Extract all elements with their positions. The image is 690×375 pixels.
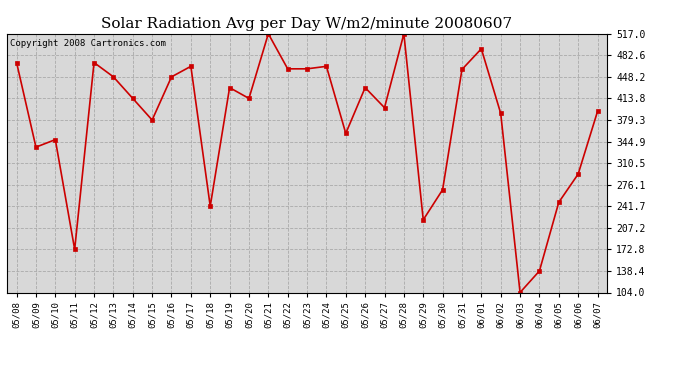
Title: Solar Radiation Avg per Day W/m2/minute 20080607: Solar Radiation Avg per Day W/m2/minute … xyxy=(101,17,513,31)
Text: Copyright 2008 Cartronics.com: Copyright 2008 Cartronics.com xyxy=(10,39,166,48)
